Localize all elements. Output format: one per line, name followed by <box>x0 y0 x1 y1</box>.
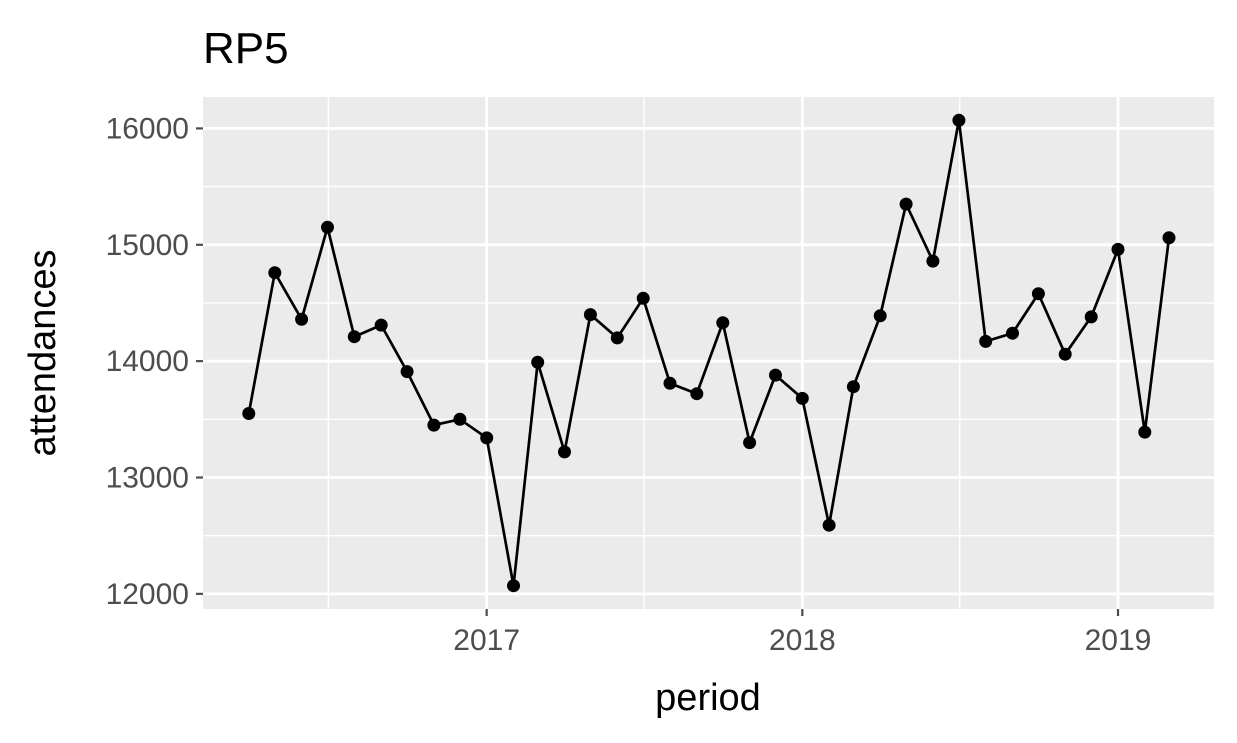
y-axis-title: attendances <box>22 249 64 456</box>
data-point <box>743 436 757 450</box>
data-point <box>321 220 334 234</box>
data-point <box>873 309 887 323</box>
data-point <box>1138 425 1152 439</box>
y-tick-label: 13000 <box>106 462 189 495</box>
data-point <box>663 376 677 390</box>
data-point <box>400 365 414 379</box>
data-point <box>480 431 494 445</box>
data-point <box>899 197 913 211</box>
data-point <box>583 308 597 322</box>
data-point <box>507 579 520 593</box>
data-point <box>1058 347 1072 361</box>
data-point <box>427 418 441 432</box>
data-point <box>822 518 836 532</box>
data-point <box>1031 287 1045 301</box>
data-point <box>1111 242 1125 256</box>
y-axis: 12000 13000 14000 15000 16000 <box>106 112 203 611</box>
data-point <box>453 412 467 426</box>
data-point <box>926 254 940 268</box>
data-point <box>952 113 966 127</box>
data-point <box>531 355 545 369</box>
x-axis: 2017 2018 2019 <box>453 609 1151 657</box>
data-point <box>1006 326 1019 340</box>
plot-panel <box>203 97 1214 609</box>
data-point <box>979 334 993 348</box>
y-tick-label: 12000 <box>106 578 189 611</box>
data-point <box>1162 231 1176 245</box>
y-tick-label: 15000 <box>106 229 189 262</box>
y-tick-label: 16000 <box>106 112 189 145</box>
data-point <box>374 318 388 332</box>
data-point <box>610 331 624 345</box>
x-tick-label: 2018 <box>769 624 836 657</box>
data-point <box>795 391 809 405</box>
data-point <box>1084 310 1098 324</box>
y-tick-label: 14000 <box>106 345 189 378</box>
x-tick-label: 2019 <box>1085 624 1152 657</box>
data-point <box>690 387 704 401</box>
data-point <box>558 445 571 459</box>
data-point <box>716 316 730 330</box>
x-tick-label: 2017 <box>453 624 520 657</box>
grid-minor <box>203 97 1214 609</box>
chart-title: RP5 <box>203 24 289 73</box>
data-point <box>347 330 361 344</box>
x-axis-title: period <box>655 677 761 719</box>
data-point <box>295 312 309 326</box>
data-point <box>636 291 650 305</box>
series-line <box>247 120 1171 586</box>
data-point <box>242 407 256 420</box>
data-point <box>769 368 782 382</box>
data-point <box>846 380 860 394</box>
data-point <box>268 266 282 280</box>
data-points <box>242 113 1176 593</box>
